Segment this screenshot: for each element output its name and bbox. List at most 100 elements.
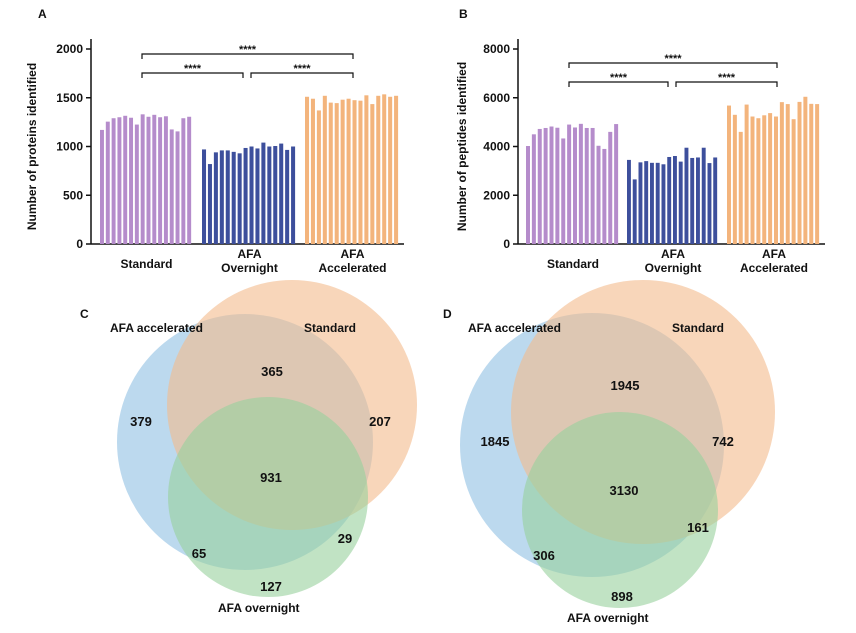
significance-bracket: [568, 81, 669, 87]
bar: [181, 118, 186, 244]
bar-chart-a: A 0 500 1000 1500 2000 Number of proteins iden…: [25, 7, 404, 275]
bar: [655, 162, 660, 244]
bar: [531, 134, 536, 244]
bar: [117, 117, 122, 244]
x-tick-label: Accelerated: [740, 261, 808, 275]
y-tick-label: 8000: [483, 42, 510, 56]
bar: [129, 117, 134, 244]
bar: [632, 179, 637, 244]
region-ovn-only: 898: [611, 589, 633, 604]
bar: [543, 127, 548, 244]
set-label-std: Standard: [672, 321, 724, 335]
y-tick-label: 6000: [483, 91, 510, 105]
significance-bracket: [675, 81, 778, 87]
bar: [678, 161, 683, 244]
bar: [707, 163, 712, 244]
bar: [596, 145, 601, 244]
bar: [803, 96, 808, 245]
bar: [279, 143, 284, 244]
panel-label-d: D: [443, 307, 452, 321]
bar: [146, 116, 151, 244]
bar: [696, 157, 700, 244]
bar: [732, 114, 737, 244]
bar: [334, 103, 339, 244]
y-tick-label: 1000: [56, 140, 83, 154]
bar: [261, 142, 266, 244]
significance-bracket: [141, 72, 244, 78]
bar: [627, 159, 631, 244]
bar: [750, 116, 755, 244]
bar: [364, 95, 369, 244]
x-tick-label: AFA: [341, 247, 365, 261]
bar: [100, 129, 104, 244]
bar: [273, 146, 278, 244]
bar: [305, 96, 310, 245]
bar: [328, 102, 333, 244]
bar: [322, 95, 327, 244]
bar: [231, 151, 236, 244]
region-acc-ovn: 65: [192, 546, 206, 561]
panel-label: A: [38, 7, 47, 21]
bar: [358, 100, 363, 244]
bar: [797, 101, 802, 244]
bar: [690, 157, 695, 244]
bar: [175, 131, 180, 244]
bar: [584, 127, 589, 244]
bar: [134, 124, 139, 244]
bar: [187, 116, 192, 244]
bar: [555, 127, 560, 244]
bar: [791, 119, 796, 244]
bar: [673, 156, 677, 244]
x-tick-label: Accelerated: [318, 261, 386, 275]
region-acc-only: 1845: [481, 434, 510, 449]
bar-chart-b: B 0 2000 4000 6000 8000 Number of peptides ide…: [455, 7, 825, 275]
bar: [815, 104, 820, 245]
bar: [202, 149, 207, 244]
bar: [744, 104, 749, 244]
region-std-ovn: 161: [687, 520, 709, 535]
bar: [225, 150, 230, 244]
y-tick-label: 0: [76, 237, 83, 251]
venn-c: C AFA accelerated Standard AFA overnight…: [80, 280, 417, 615]
significance-bracket: [250, 72, 354, 78]
bar: [140, 114, 145, 244]
bar: [340, 99, 345, 244]
bar: [352, 100, 357, 244]
bar: [169, 129, 174, 244]
x-tick-label: Standard: [547, 257, 599, 271]
region-acc-only: 379: [130, 414, 152, 429]
bar: [346, 98, 351, 244]
bar: [388, 96, 393, 245]
significance-bracket: [141, 53, 354, 59]
set-label-std: Standard: [304, 321, 356, 335]
bar: [370, 104, 375, 245]
significance-label: ****: [239, 44, 257, 56]
bar: [111, 118, 116, 244]
panel-label: B: [459, 7, 468, 21]
y-tick-label: 4000: [483, 140, 510, 154]
significance-label: ****: [718, 72, 736, 84]
bar: [537, 128, 542, 244]
y-tick-label: 0: [503, 237, 510, 251]
bar: [667, 156, 672, 244]
significance-label: ****: [184, 63, 202, 75]
bar: [207, 164, 212, 244]
bar: [785, 104, 790, 245]
bar: [163, 116, 168, 244]
region-all: 931: [260, 470, 282, 485]
y-tick-label: 1500: [56, 91, 83, 105]
x-tick-label: Overnight: [221, 261, 278, 275]
set-label-ovn: AFA overnight: [567, 611, 649, 625]
x-tick-label: AFA: [238, 247, 262, 261]
bar: [701, 147, 706, 244]
significance-bracket: [568, 62, 778, 68]
bar: [316, 110, 321, 244]
significance-label: ****: [293, 63, 311, 75]
y-tick-label: 2000: [483, 188, 510, 202]
bar: [243, 147, 248, 244]
bar: [394, 95, 399, 244]
circle-afa-overnight: [168, 397, 368, 597]
bar: [638, 162, 643, 244]
significance-label: ****: [610, 72, 628, 84]
region-std-only: 742: [712, 434, 734, 449]
